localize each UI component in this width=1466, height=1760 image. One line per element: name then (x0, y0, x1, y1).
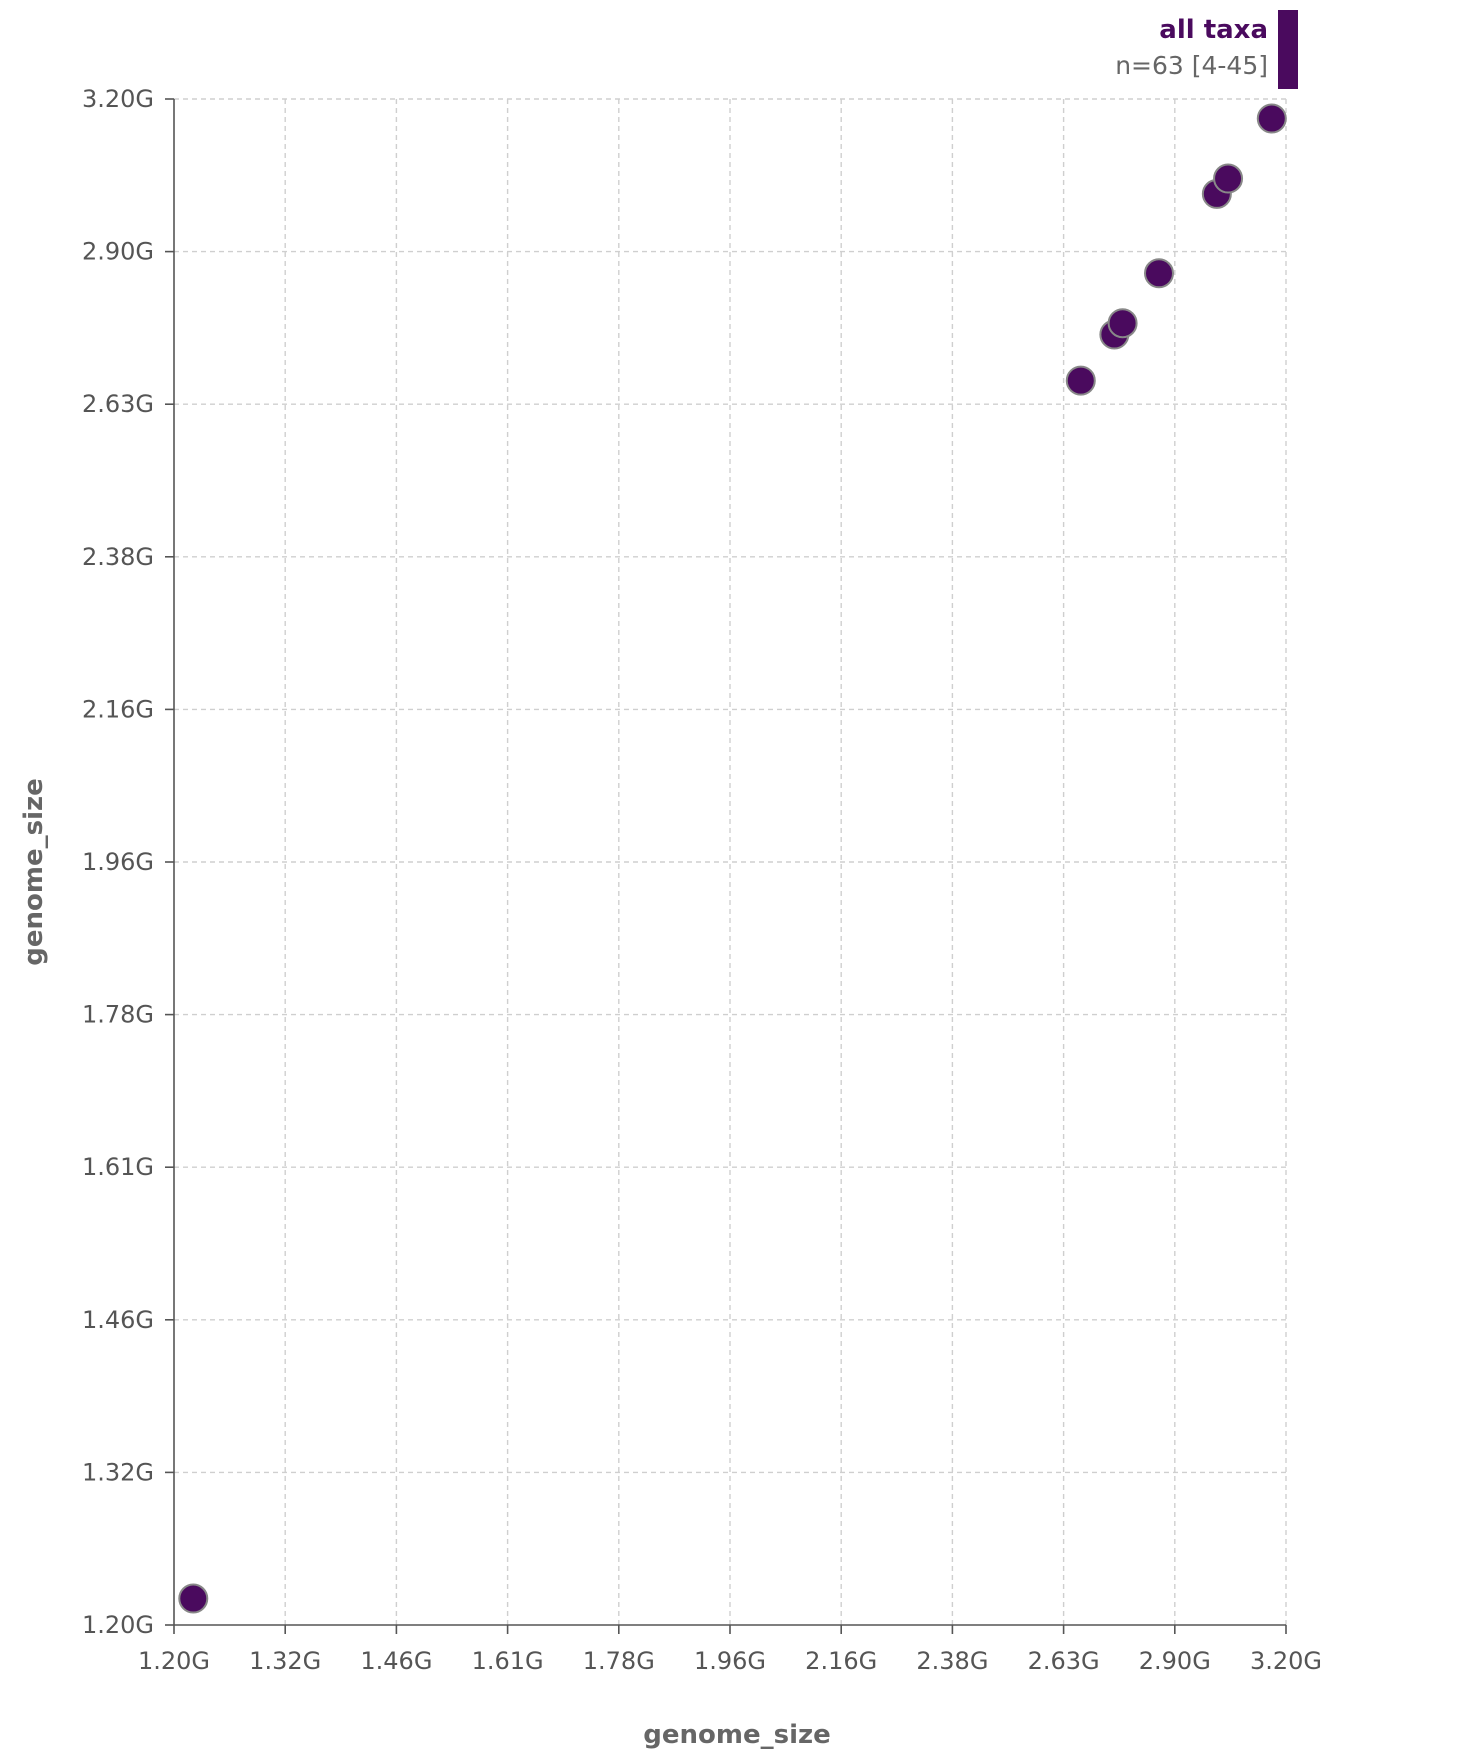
y-axis-ticks: 1.20G 1.32G 1.46G 1.61G 1.78G 1.96G 2.16G 2.38G… (82, 85, 174, 1639)
x-tick-label: 1.46G (360, 1647, 432, 1675)
data-point[interactable] (1256, 103, 1287, 134)
x-tick-label: 1.61G (472, 1647, 544, 1675)
data-point[interactable] (178, 1583, 209, 1614)
legend[interactable]: all taxa n=63 [4-45] (1115, 10, 1298, 89)
x-tick-label: 1.32G (249, 1647, 321, 1675)
y-tick-label: 2.38G (82, 543, 154, 571)
y-tick-label: 2.16G (82, 695, 154, 723)
y-tick-label: 1.32G (82, 1458, 154, 1486)
y-tick-label: 1.46G (82, 1306, 154, 1334)
y-tick-label: 2.63G (82, 390, 154, 418)
y-tick-label: 2.90G (82, 238, 154, 266)
x-tick-label: 2.90G (1139, 1647, 1211, 1675)
x-axis-title: genome_size (643, 1720, 831, 1750)
x-tick-label: 1.78G (583, 1647, 655, 1675)
legend-title: all taxa (1159, 15, 1268, 45)
y-tick-label: 1.61G (82, 1153, 154, 1181)
x-tick-label: 1.20G (138, 1647, 210, 1675)
data-point[interactable] (1143, 258, 1174, 289)
y-tick-label: 1.78G (82, 1001, 154, 1029)
data-points (178, 103, 1287, 1614)
data-point[interactable] (1213, 163, 1244, 194)
x-tick-label: 2.63G (1028, 1647, 1100, 1675)
x-tick-label: 3.20G (1250, 1647, 1322, 1675)
y-axis-title: genome_size (19, 778, 49, 966)
data-point[interactable] (1065, 365, 1096, 396)
x-tick-label: 2.16G (805, 1647, 877, 1675)
x-axis-ticks: 1.20G 1.32G 1.46G 1.61G 1.78G 1.96G 2.16G 2.38G… (138, 1625, 1322, 1675)
legend-swatch (1278, 10, 1298, 89)
x-tick-label: 1.96G (694, 1647, 766, 1675)
legend-subtitle: n=63 [4-45] (1115, 51, 1268, 80)
y-tick-label: 3.20G (82, 85, 154, 113)
y-tick-label: 1.96G (82, 848, 154, 876)
data-point[interactable] (1107, 308, 1138, 339)
grid (174, 98, 1287, 1625)
y-tick-label: 1.20G (82, 1611, 154, 1639)
x-tick-label: 2.38G (916, 1647, 988, 1675)
